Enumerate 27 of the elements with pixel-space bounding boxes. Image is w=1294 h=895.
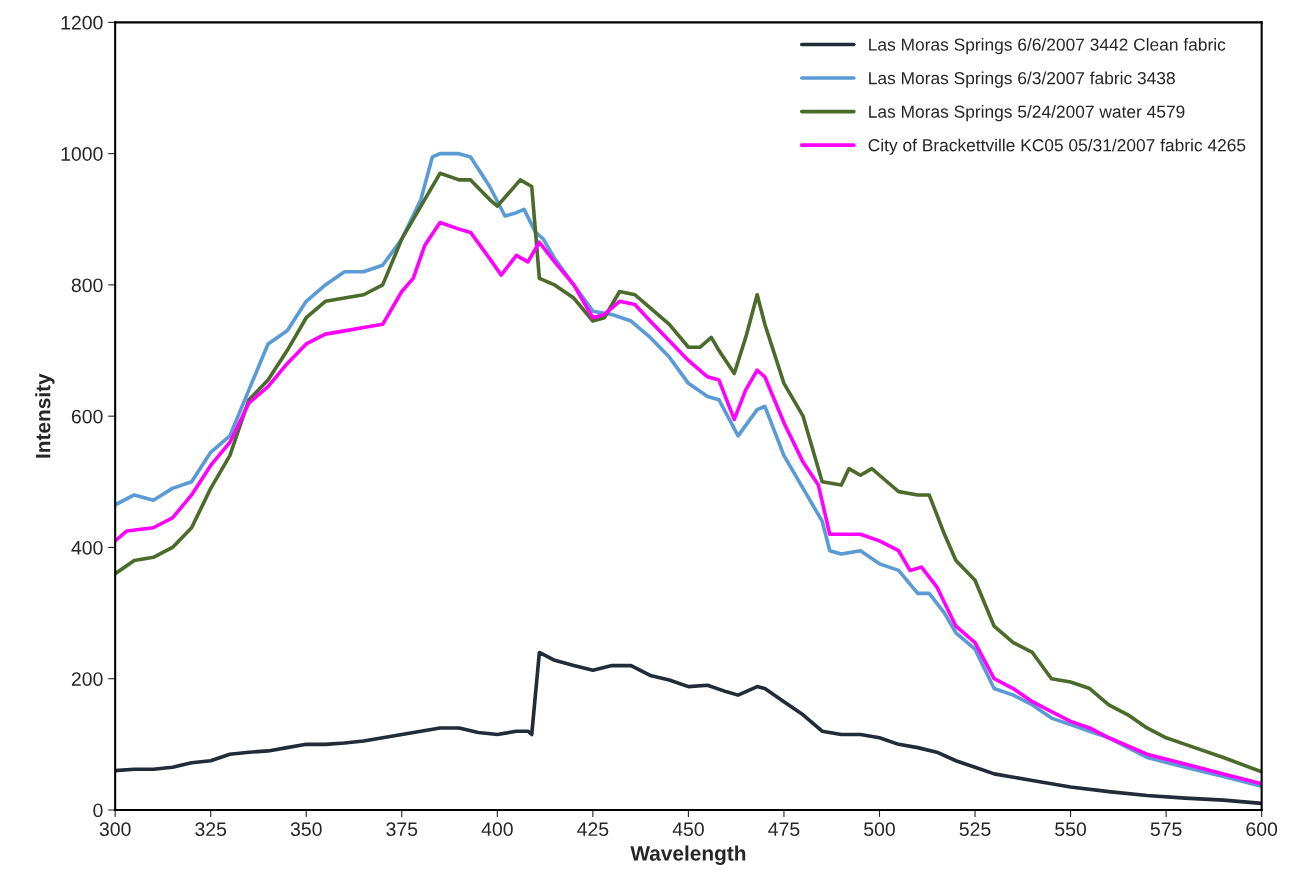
line-series bbox=[115, 650, 1262, 806]
y-tick-label: 1000 bbox=[61, 147, 103, 161]
x-tick-label: 350 bbox=[290, 822, 322, 837]
x-tick-label: 400 bbox=[481, 822, 513, 837]
x-tick-label: 600 bbox=[1246, 822, 1278, 837]
y-tick-label: 400 bbox=[71, 540, 103, 555]
legend-label: Las Moras Springs 6/6/2007 3442 Clean fabric bbox=[869, 38, 1226, 55]
x-tick-label: 450 bbox=[672, 822, 704, 837]
y-tick-label: 0 bbox=[93, 803, 103, 818]
x-tick-label: 550 bbox=[1055, 822, 1087, 837]
legend-label: Las Moras Springs 5/24/2007 water 4579 bbox=[869, 105, 1185, 122]
y-axis-title: Intensity bbox=[35, 373, 55, 458]
y-tick-label: 1200 bbox=[61, 15, 103, 30]
x-tick-label: 425 bbox=[577, 822, 609, 837]
y-tick-label: 200 bbox=[71, 672, 103, 686]
y-tick-label: 600 bbox=[71, 409, 103, 424]
x-axis-title: Wavelength bbox=[630, 845, 746, 865]
x-tick-label: 300 bbox=[99, 822, 131, 837]
x-tick-label: 575 bbox=[1150, 822, 1182, 837]
x-tick-label: 325 bbox=[195, 822, 227, 837]
x-tick-label: 500 bbox=[864, 822, 895, 837]
y-tick-label: 800 bbox=[71, 278, 103, 293]
x-tick-label: 475 bbox=[768, 822, 800, 837]
legend-label: City of Brackettville KC05 05/31/2007 fabric 4265 bbox=[868, 138, 1246, 155]
legend-label: Las Moras Springs 6/3/2007 fabric 3438 bbox=[869, 71, 1175, 88]
x-tick-label: 525 bbox=[959, 822, 991, 837]
x-tick-label: 375 bbox=[386, 822, 418, 837]
